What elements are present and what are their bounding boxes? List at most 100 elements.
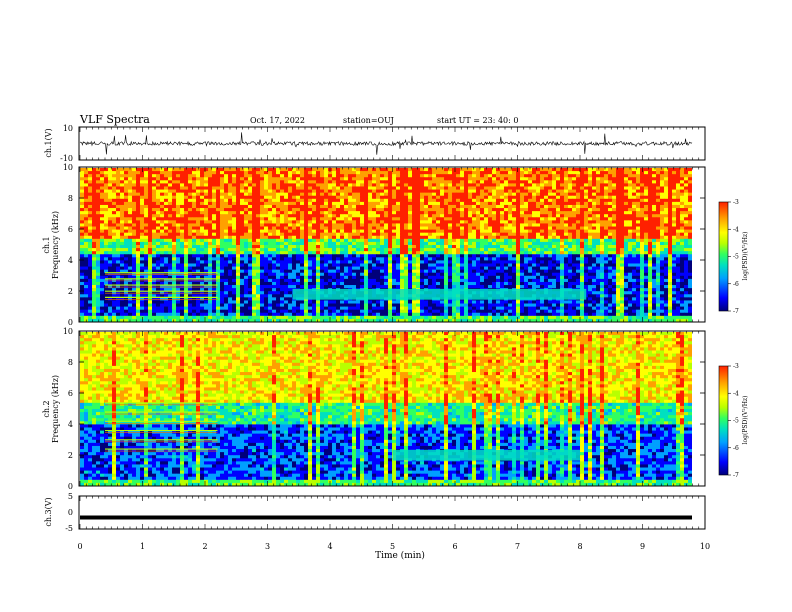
spectrogram-cell (88, 177, 93, 181)
spectrogram-cell (268, 174, 273, 178)
spectrogram-cell (536, 177, 541, 181)
spectrogram-cell (412, 201, 417, 206)
spectrogram-cell (368, 195, 373, 200)
spectrogram-cell (556, 198, 561, 203)
spectrogram-cell (344, 171, 349, 175)
spectrogram-cell (380, 180, 385, 184)
spectrogram-cell (276, 235, 281, 240)
spectrogram-cell (372, 211, 377, 215)
spectrogram-cell (148, 183, 153, 187)
spectrogram-cell (508, 232, 513, 237)
spectrogram-cell (316, 192, 321, 197)
spectrogram-cell (552, 260, 557, 264)
spectrogram-cell (384, 266, 389, 271)
spectrogram-cell (612, 214, 617, 218)
spectrogram-cell (144, 241, 149, 246)
spectrogram-cell (572, 254, 577, 258)
spectrogram-cell (556, 183, 561, 187)
spectrogram-cell (560, 201, 565, 206)
spectrogram-cell (344, 192, 349, 197)
spectrogram-cell (360, 180, 365, 184)
spectrogram-cell (564, 226, 569, 230)
spectrogram-cell (280, 238, 285, 243)
spectrogram-cell (148, 238, 153, 243)
spectrogram-cell (592, 232, 597, 237)
spectrogram-cell (304, 177, 309, 181)
spectrogram-cell (360, 186, 365, 190)
spectrogram-cell (512, 183, 517, 187)
spectrogram-cell (464, 208, 469, 212)
spectrogram-cell (240, 238, 245, 243)
spectrogram-cell (248, 201, 253, 206)
spectrogram-cell (644, 248, 649, 252)
spectrogram-cell (284, 211, 289, 215)
spectrogram-cell (436, 229, 441, 234)
spectrogram-cell (240, 226, 245, 230)
spectrogram-cell (656, 241, 661, 246)
spectrogram-cell (96, 220, 101, 224)
spectrogram-cell (328, 177, 333, 181)
spectrogram-cell (188, 186, 193, 190)
spectrogram-cell (616, 192, 621, 197)
spectrogram-cell (424, 201, 429, 206)
spectrogram-cell (296, 211, 301, 215)
spectrogram-cell (208, 238, 213, 243)
spectrogram-cell (88, 254, 93, 258)
spectrogram-cell (508, 238, 513, 243)
spectrogram-cell (124, 238, 129, 243)
spectrogram-cell (584, 186, 589, 190)
spectrogram-cell (476, 168, 481, 172)
spectrogram-cell (232, 241, 237, 246)
spectrogram-cell (544, 263, 549, 267)
spectrogram-cell (688, 183, 692, 187)
spectrogram-cell (600, 208, 605, 212)
spectrogram-cell (108, 254, 113, 258)
spectrogram-cell (460, 248, 465, 252)
spectrogram-cell (504, 245, 509, 249)
spectrogram-cell (244, 217, 249, 221)
spectrogram-cell (200, 171, 205, 175)
spectrogram-cell (684, 171, 689, 175)
spectrogram-cell (588, 232, 593, 237)
spectrogram-cell (356, 238, 361, 243)
spectrogram-cell (412, 177, 417, 181)
spectrogram-cell (340, 263, 345, 267)
spectrogram-cell (416, 220, 421, 224)
spectrogram-cell (148, 248, 153, 252)
spectrogram-cell (396, 195, 401, 200)
spectrogram-cell (384, 263, 389, 267)
spectrogram-cell (660, 183, 665, 187)
spectrogram-cell (216, 229, 221, 234)
spectrogram-cell (268, 204, 273, 209)
spectrogram-cell (672, 232, 677, 237)
spectrogram-cell (540, 226, 545, 230)
spectrogram-cell (136, 195, 141, 200)
spectrogram-cell (428, 229, 433, 234)
spectrogram-cell (308, 201, 313, 206)
spectrogram-cell (676, 195, 681, 200)
spectrogram-cell (196, 229, 201, 234)
spectrogram-cell (196, 241, 201, 246)
spectrogram-cell (328, 232, 333, 237)
spectrogram-cell (664, 226, 669, 230)
spectrogram-cell (344, 245, 349, 249)
spectrogram-cell (440, 186, 445, 190)
spectrogram-cell (204, 226, 209, 230)
spectrogram-cell (168, 180, 173, 184)
spectrogram-cell (260, 223, 265, 227)
spectrogram-cell (492, 238, 497, 243)
spectrogram-cell (144, 211, 149, 215)
spectrogram-cell (436, 245, 441, 249)
spectrogram-cell (660, 189, 665, 194)
spectrogram-cell (632, 217, 637, 221)
spectrogram-cell (236, 211, 241, 215)
spectrogram-cell (524, 226, 529, 230)
spectrogram-cell (456, 235, 461, 240)
spectrogram-cell (648, 217, 653, 221)
spectrogram-cell (384, 208, 389, 212)
spectrogram-cell (248, 183, 253, 187)
spectrogram-cell (84, 229, 89, 234)
spectrogram-cell (448, 186, 453, 190)
spectrogram-cell (592, 223, 597, 227)
spectrogram-cell (196, 214, 201, 218)
